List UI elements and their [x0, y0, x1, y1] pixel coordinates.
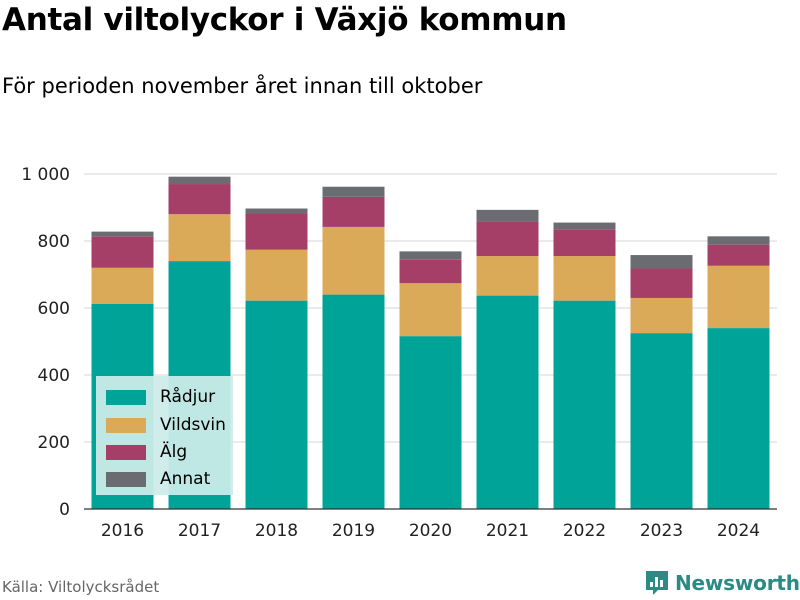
y-tick-label: 400 [38, 366, 70, 386]
bar-vildsvin-2022 [553, 256, 616, 301]
legend-item-alg: Älg [106, 442, 187, 462]
bar-rådjur-2019 [322, 294, 385, 509]
bar-älg-2016 [91, 236, 154, 268]
legend-swatch-alg [106, 444, 146, 460]
bar-annat-2018 [245, 208, 308, 214]
bar-annat-2023 [630, 255, 693, 269]
bar-annat-2016 [91, 231, 154, 237]
legend-item-annat: Annat [106, 469, 210, 489]
legend-label-alg: Älg [160, 442, 188, 462]
bar-annat-2022 [553, 222, 616, 230]
bar-rådjur-2020 [399, 336, 462, 509]
legend-label-radjur: Rådjur [160, 387, 216, 407]
y-tick-label: 600 [38, 299, 70, 319]
bar-annat-2020 [399, 251, 462, 260]
bar-älg-2017 [168, 184, 231, 215]
y-tick-label: 1 000 [21, 165, 70, 185]
bar-rådjur-2024 [707, 328, 770, 509]
bar-annat-2019 [322, 186, 385, 197]
bar-vildsvin-2024 [707, 265, 770, 329]
legend-item-vildsvin: Vildsvin [106, 415, 226, 435]
bar-vildsvin-2023 [630, 297, 693, 334]
bar-vildsvin-2020 [399, 283, 462, 337]
bar-annat-2024 [707, 236, 770, 245]
stacked-bar-chart: 0 200 400 600 800 1 000 2016 2017 2018 2019 2020 20… [21, 165, 777, 541]
bar-rådjur-2022 [553, 300, 616, 509]
x-tick-label: 2018 [255, 521, 298, 541]
legend-item-radjur: Rådjur [106, 387, 215, 407]
y-tick-label: 800 [38, 232, 70, 252]
y-tick-label: 200 [38, 433, 70, 453]
chart-title: Antal viltolyckor i Växjö kommun [2, 2, 567, 38]
x-tick-label: 2016 [101, 521, 144, 541]
brand-name: Newsworthy [675, 571, 800, 595]
bar-vildsvin-2019 [322, 226, 385, 295]
bar-vildsvin-2016 [91, 267, 154, 304]
bar-vildsvin-2017 [168, 214, 231, 262]
bar-rådjur-2018 [245, 300, 308, 509]
brand-logo: Newsworthy [644, 569, 800, 597]
x-tick-label: 2020 [409, 521, 452, 541]
legend-label-annat: Annat [160, 469, 211, 489]
bar-älg-2020 [399, 259, 462, 284]
legend-swatch-annat [106, 471, 146, 487]
bar-rådjur-2023 [630, 333, 693, 509]
chart-subtitle: För perioden november året innan till ok… [2, 74, 483, 98]
legend-swatch-vildsvin [106, 417, 146, 433]
x-tick-label: 2024 [717, 521, 760, 541]
bar-älg-2024 [707, 244, 770, 266]
chart-legend: Rådjur Vildsvin Älg Annat [96, 376, 233, 495]
legend-swatch-radjur [106, 389, 146, 405]
y-tick-label: 0 [59, 500, 70, 520]
bar-vildsvin-2018 [245, 249, 308, 301]
bar-älg-2023 [630, 268, 693, 298]
x-tick-label: 2019 [332, 521, 375, 541]
bar-älg-2018 [245, 213, 308, 250]
x-tick-label: 2022 [563, 521, 606, 541]
bar-vildsvin-2021 [476, 256, 539, 296]
bar-annat-2021 [476, 209, 539, 222]
bar-rådjur-2021 [476, 295, 539, 509]
bar-älg-2022 [553, 229, 616, 257]
legend-label-vildsvin: Vildsvin [160, 415, 226, 435]
x-tick-label: 2023 [640, 521, 683, 541]
x-tick-label: 2021 [486, 521, 529, 541]
bar-älg-2019 [322, 196, 385, 227]
source-note: Källa: Viltolycksrådet [2, 578, 160, 596]
bar-älg-2021 [476, 221, 539, 257]
bar-annat-2017 [168, 176, 231, 185]
x-tick-label: 2017 [178, 521, 221, 541]
newsworthy-logo-icon [646, 571, 668, 595]
